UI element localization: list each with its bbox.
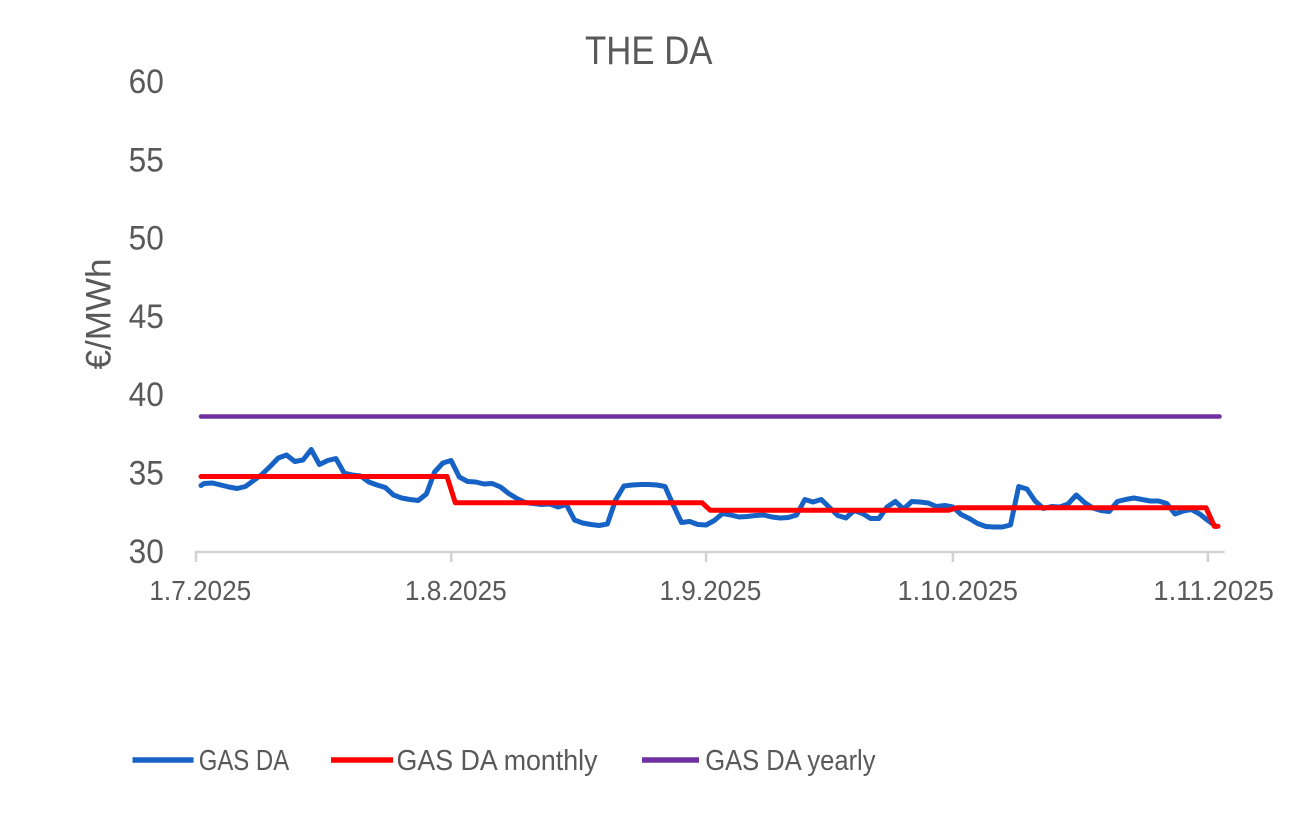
svg-text:1.10.2025: 1.10.2025 <box>898 575 1019 606</box>
svg-text:GAS DA: GAS DA <box>199 745 290 777</box>
svg-text:40: 40 <box>129 376 164 414</box>
svg-text:GAS DA yearly: GAS DA yearly <box>705 745 876 777</box>
svg-text:1.9.2025: 1.9.2025 <box>660 575 762 606</box>
svg-text:1.11.2025: 1.11.2025 <box>1153 575 1274 606</box>
svg-text:1.8.2025: 1.8.2025 <box>405 575 507 606</box>
svg-text:THE DA: THE DA <box>585 29 713 73</box>
svg-text:€/MWh: €/MWh <box>80 259 119 370</box>
svg-text:45: 45 <box>129 298 164 336</box>
svg-text:30: 30 <box>129 533 164 571</box>
svg-text:55: 55 <box>129 141 164 179</box>
svg-text:50: 50 <box>129 220 164 258</box>
svg-text:60: 60 <box>129 63 164 101</box>
svg-text:35: 35 <box>129 455 164 493</box>
svg-text:1.7.2025: 1.7.2025 <box>149 575 251 606</box>
svg-text:GAS DA monthly: GAS DA monthly <box>397 745 598 777</box>
